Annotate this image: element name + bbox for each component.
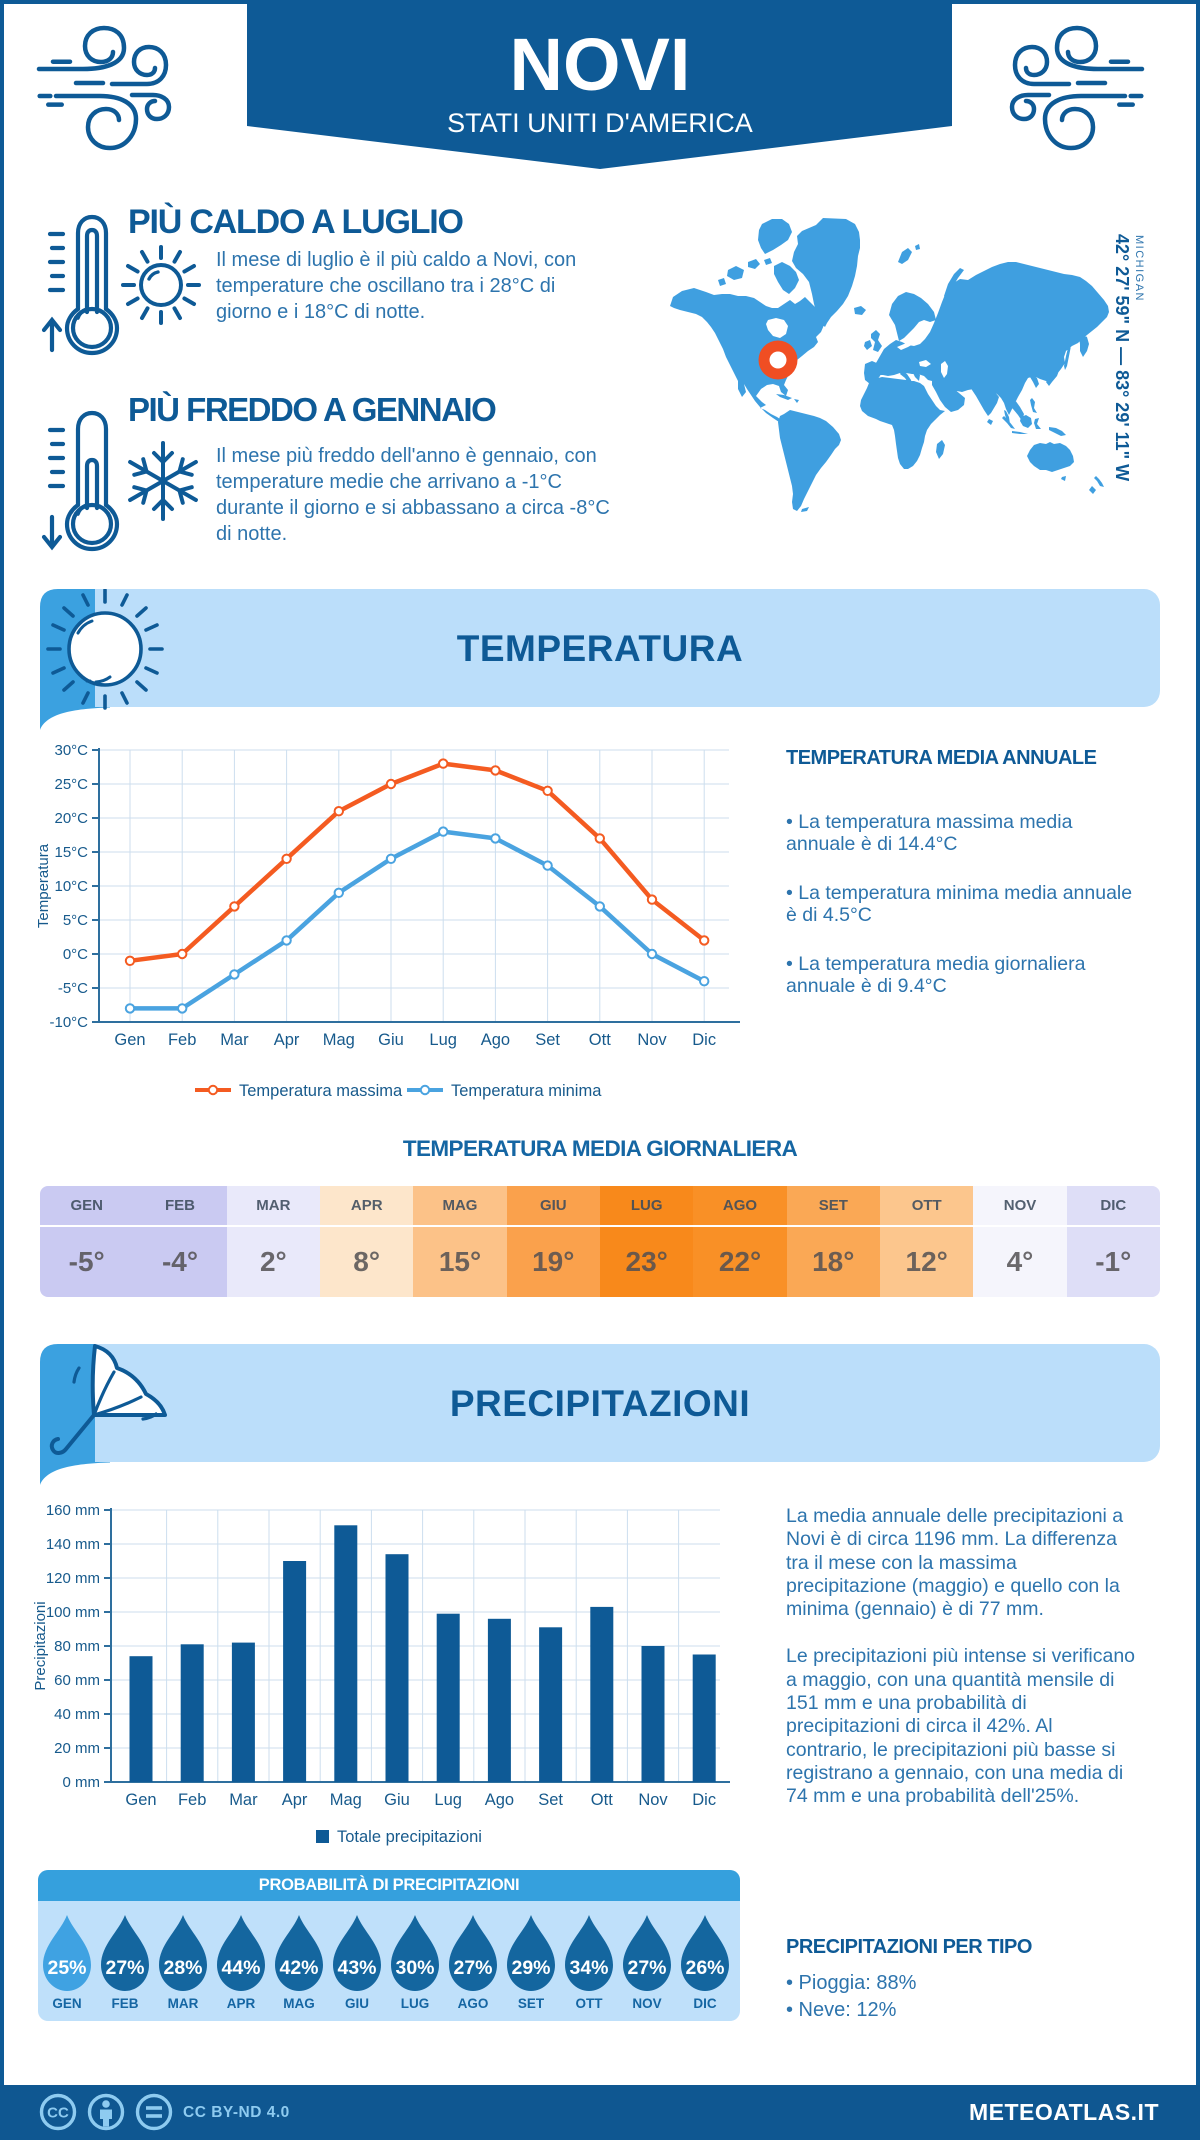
- svg-text:-10°C: -10°C: [49, 1014, 88, 1031]
- svg-text:Giu: Giu: [378, 1031, 404, 1049]
- svg-text:30%: 30%: [395, 1957, 434, 1979]
- svg-text:Mag: Mag: [323, 1031, 355, 1049]
- svg-text:20 mm: 20 mm: [54, 1740, 100, 1757]
- svg-text:27%: 27%: [627, 1957, 666, 1979]
- svg-text:SET: SET: [518, 1996, 545, 2011]
- svg-text:MAG: MAG: [283, 1996, 315, 2011]
- svg-text:Mar: Mar: [220, 1031, 249, 1049]
- svg-text:AGO: AGO: [458, 1996, 489, 2011]
- svg-text:CC: CC: [47, 2105, 69, 2122]
- svg-text:APR: APR: [227, 1996, 256, 2011]
- svg-text:GIU: GIU: [345, 1996, 369, 2011]
- svg-text:Temperatura massima: Temperatura massima: [239, 1082, 403, 1100]
- svg-text:Ott: Ott: [589, 1031, 611, 1049]
- svg-text:29%: 29%: [511, 1957, 550, 1979]
- svg-text:Nov: Nov: [638, 1791, 668, 1809]
- svg-text:Gen: Gen: [114, 1031, 145, 1049]
- svg-text:Ago: Ago: [481, 1031, 510, 1049]
- svg-text:Precipitazioni: Precipitazioni: [32, 1601, 49, 1690]
- svg-text:FEB: FEB: [112, 1996, 139, 2011]
- svg-text:Ott: Ott: [591, 1791, 613, 1809]
- svg-text:GEN: GEN: [52, 1996, 81, 2011]
- svg-text:Set: Set: [538, 1791, 563, 1809]
- svg-text:5°C: 5°C: [63, 912, 88, 929]
- svg-text:26%: 26%: [685, 1957, 724, 1979]
- svg-text:Mag: Mag: [330, 1791, 362, 1809]
- svg-text:MAR: MAR: [168, 1996, 199, 2011]
- svg-text:Dic: Dic: [692, 1031, 716, 1049]
- svg-text:Mar: Mar: [229, 1791, 258, 1809]
- svg-text:25°C: 25°C: [54, 776, 88, 793]
- svg-text:Lug: Lug: [434, 1791, 462, 1809]
- svg-text:-5°C: -5°C: [58, 980, 88, 997]
- svg-text:15°C: 15°C: [54, 844, 88, 861]
- svg-text:Feb: Feb: [168, 1031, 196, 1049]
- svg-text:Gen: Gen: [125, 1791, 156, 1809]
- svg-text:20°C: 20°C: [54, 810, 88, 827]
- svg-text:28%: 28%: [163, 1957, 202, 1979]
- svg-text:Dic: Dic: [692, 1791, 716, 1809]
- svg-text:OTT: OTT: [576, 1996, 604, 2011]
- svg-text:0°C: 0°C: [63, 946, 88, 963]
- svg-text:DIC: DIC: [693, 1996, 717, 2011]
- svg-text:34%: 34%: [569, 1957, 608, 1979]
- svg-text:25%: 25%: [47, 1957, 86, 1979]
- svg-text:10°C: 10°C: [54, 878, 88, 895]
- svg-text:Lug: Lug: [429, 1031, 457, 1049]
- svg-text:27%: 27%: [105, 1957, 144, 1979]
- svg-text:100 mm: 100 mm: [46, 1604, 100, 1621]
- svg-text:160 mm: 160 mm: [46, 1502, 100, 1519]
- svg-text:Giu: Giu: [384, 1791, 410, 1809]
- svg-text:Nov: Nov: [637, 1031, 667, 1049]
- svg-text:Set: Set: [535, 1031, 560, 1049]
- svg-text:Temperatura minima: Temperatura minima: [451, 1082, 602, 1100]
- svg-text:Apr: Apr: [274, 1031, 300, 1049]
- svg-text:60 mm: 60 mm: [54, 1672, 100, 1689]
- svg-text:Temperatura: Temperatura: [35, 843, 52, 928]
- svg-text:NOV: NOV: [632, 1996, 661, 2011]
- svg-text:40 mm: 40 mm: [54, 1706, 100, 1723]
- svg-text:0 mm: 0 mm: [63, 1774, 101, 1791]
- svg-text:Ago: Ago: [485, 1791, 514, 1809]
- svg-text:30°C: 30°C: [54, 742, 88, 759]
- svg-text:Feb: Feb: [178, 1791, 206, 1809]
- svg-text:120 mm: 120 mm: [46, 1570, 100, 1587]
- svg-text:80 mm: 80 mm: [54, 1638, 100, 1655]
- svg-text:44%: 44%: [221, 1957, 260, 1979]
- svg-text:43%: 43%: [337, 1957, 376, 1979]
- svg-text:140 mm: 140 mm: [46, 1536, 100, 1553]
- svg-text:27%: 27%: [453, 1957, 492, 1979]
- svg-text:Totale precipitazioni: Totale precipitazioni: [337, 1828, 482, 1846]
- svg-text:LUG: LUG: [401, 1996, 430, 2011]
- svg-text:42%: 42%: [279, 1957, 318, 1979]
- svg-text:Apr: Apr: [282, 1791, 308, 1809]
